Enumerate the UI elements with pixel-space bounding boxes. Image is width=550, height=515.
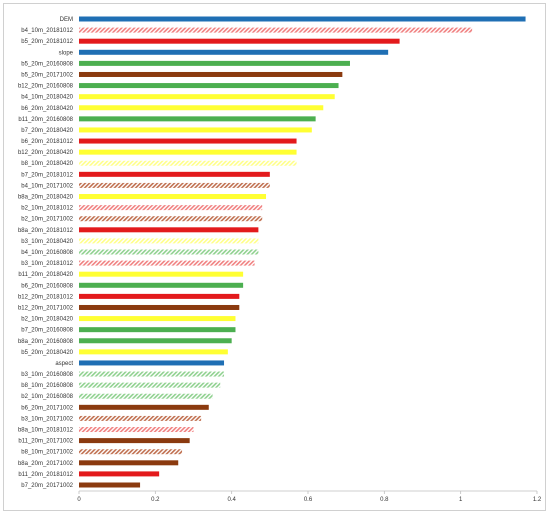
bar-b12_20m_20181012: [79, 293, 240, 299]
x-tick-group: 0 0.2 0.4 0.6 0.8 1 1.2: [77, 491, 542, 503]
category-label-b7_20m_20180420: b7_20m_20180420: [21, 128, 73, 134]
category-label-b5_20m_20180420: b5_20m_20180420: [21, 350, 73, 356]
bar-b3_10m_20171002: [79, 415, 202, 421]
bar-b11_20m_20180420: [79, 271, 244, 277]
category-label-b2_10m_20181012: b2_10m_20181012: [21, 206, 73, 212]
bar-b8a_20m_20180420: [79, 194, 267, 200]
category-label-b6_20m_20160808: b6_20m_20160808: [21, 283, 73, 289]
bar-b7_20m_20180420: [79, 127, 312, 133]
category-label-b11_20m_20181012: b11_20m_20181012: [18, 472, 73, 478]
category-label-b11_20m_20160808: b11_20m_20160808: [18, 117, 73, 123]
x-tick-label-6: 1.2: [533, 497, 542, 503]
bar-b2_10m_20181012: [79, 205, 263, 211]
category-label-DEM: DEM: [60, 17, 73, 23]
x-tick-label-3: 0.6: [304, 497, 313, 503]
category-label-b6_20m_20171002: b6_20m_20171002: [21, 405, 73, 411]
bar-b6_20m_20180420: [79, 105, 324, 111]
bar-b11_20m_20171002: [79, 438, 190, 444]
bar-b3_10m_20160808: [79, 371, 225, 377]
category-label-b8a_20m_20171002: b8a_20m_20171002: [18, 461, 74, 467]
bar-b12_20m_20171002: [79, 304, 240, 310]
bar-b7_20m_20181012: [79, 171, 270, 177]
bar-b5_20m_20180420: [79, 349, 228, 355]
category-label-b3_10m_20180420: b3_10m_20180420: [21, 239, 73, 245]
category-label-b3_10m_20171002: b3_10m_20171002: [21, 416, 73, 422]
category-label-b8_10m_20160808: b8_10m_20160808: [21, 383, 73, 389]
x-tick-label-1: 0.2: [151, 497, 160, 503]
category-label-b8_10m_20180420: b8_10m_20180420: [21, 161, 73, 167]
category-label-b4_10m_20171002: b4_10m_20171002: [21, 183, 73, 189]
category-label-b5_20m_20171002: b5_20m_20171002: [21, 72, 73, 78]
bar-group: [79, 16, 526, 488]
bar-b3_10m_20180420: [79, 238, 259, 244]
category-label-b12_20m_20160808: b12_20m_20160808: [18, 84, 74, 90]
bar-aspect: [79, 360, 225, 366]
bar-b8a_20m_20160808: [79, 338, 232, 344]
bar-b4_10m_20181012: [79, 27, 473, 33]
bar-b5_20m_20181012: [79, 38, 400, 44]
bar-b2_10m_20160808: [79, 393, 213, 399]
bar-b8_10m_20160808: [79, 382, 221, 388]
bar-b6_20m_20160808: [79, 282, 244, 288]
bar-b8a_20m_20181012: [79, 227, 259, 233]
category-label-aspect: aspect: [55, 361, 73, 367]
bar-b8a_20m_20171002: [79, 460, 179, 466]
category-label-b4_10m_20180420: b4_10m_20180420: [21, 95, 73, 101]
bar-b6_20m_20171002: [79, 404, 209, 410]
bar-b12_20m_20160808: [79, 83, 339, 89]
category-label-b8a_20m_20160808: b8a_20m_20160808: [18, 339, 74, 345]
bar-b12_20m_20180420: [79, 149, 297, 155]
bar-b8a_10m_20181012: [79, 427, 194, 433]
category-label-b8_10m_20171002: b8_10m_20171002: [21, 450, 73, 456]
category-label-b11_20m_20171002: b11_20m_20171002: [18, 439, 73, 445]
x-tick-label-5: 1: [459, 497, 463, 503]
category-label-b4_10m_20160808: b4_10m_20160808: [21, 250, 73, 256]
category-label-b5_20m_20160808: b5_20m_20160808: [21, 61, 73, 67]
x-tick-label-4: 0.8: [380, 497, 389, 503]
category-label-b3_10m_20181012: b3_10m_20181012: [21, 261, 73, 267]
category-label-b2_10m_20160808: b2_10m_20160808: [21, 394, 73, 400]
bar-DEM: [79, 16, 526, 22]
category-label-b8a_20m_20181012: b8a_20m_20181012: [18, 228, 74, 234]
x-tick-label-2: 0.4: [227, 497, 236, 503]
bar-b7_20m_20160808: [79, 327, 236, 333]
bar-b7_20m_20171002: [79, 482, 141, 488]
category-label-b6_20m_20180420: b6_20m_20180420: [21, 106, 73, 112]
category-label-b12_20m_20171002: b12_20m_20171002: [18, 305, 74, 311]
bar-b2_10m_20171002: [79, 216, 263, 222]
category-label-b6_20m_20181012: b6_20m_20181012: [21, 139, 73, 145]
category-label-b4_10m_20181012: b4_10m_20181012: [21, 28, 73, 34]
x-tick-label-0: 0: [77, 497, 81, 503]
bar-b11_20m_20160808: [79, 116, 316, 122]
category-label-b12_20m_20181012: b12_20m_20181012: [18, 294, 74, 300]
category-label-b2_10m_20180420: b2_10m_20180420: [21, 317, 73, 323]
bar-b4_10m_20171002: [79, 182, 270, 188]
bar-slope: [79, 49, 389, 55]
bar-b5_20m_20160808: [79, 60, 350, 66]
bar-b11_20m_20181012: [79, 471, 160, 477]
category-label-b7_20m_20181012: b7_20m_20181012: [21, 172, 73, 178]
category-label-b2_10m_20171002: b2_10m_20171002: [21, 217, 73, 223]
category-label-b5_20m_20181012: b5_20m_20181012: [21, 39, 73, 45]
category-label-b11_20m_20180420: b11_20m_20180420: [18, 272, 73, 278]
bar-b8_10m_20180420: [79, 160, 297, 166]
category-label-b7_20m_20160808: b7_20m_20160808: [21, 328, 73, 334]
bar-b4_10m_20160808: [79, 249, 259, 255]
category-label-b12_20m_20180420: b12_20m_20180420: [18, 150, 74, 156]
category-label-b8a_20m_20180420: b8a_20m_20180420: [18, 195, 74, 201]
bar-b6_20m_20181012: [79, 138, 297, 144]
bar-b2_10m_20180420: [79, 316, 236, 322]
bar-b5_20m_20171002: [79, 71, 343, 77]
bar-b3_10m_20181012: [79, 260, 255, 266]
bar-b8_10m_20171002: [79, 449, 183, 455]
category-label-slope: slope: [59, 50, 74, 56]
bar-b4_10m_20180420: [79, 94, 335, 100]
category-label-b3_10m_20160808: b3_10m_20160808: [21, 372, 73, 378]
category-label-b8a_10m_20181012: b8a_10m_20181012: [18, 428, 74, 434]
category-label-b7_20m_20171002: b7_20m_20171002: [21, 483, 73, 489]
